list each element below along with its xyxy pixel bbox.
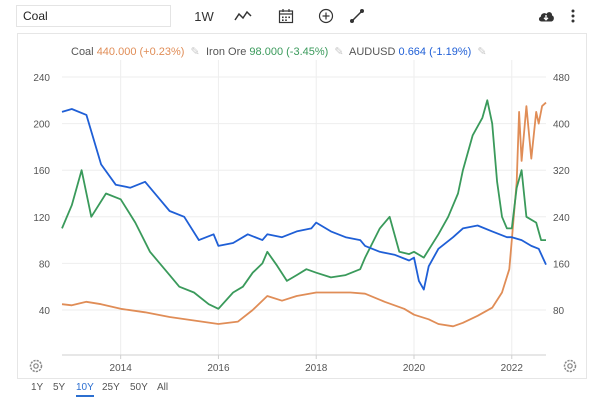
range-button-10y[interactable]: 10Y	[76, 382, 94, 397]
legend-series-name: Coal	[71, 46, 94, 58]
legend-series-value: 98.000 (-3.45%)	[249, 46, 329, 58]
legend-series-value: 0.664 (-1.19%)	[398, 46, 472, 58]
symbol-search-input[interactable]: Coal	[16, 5, 171, 27]
period-selector[interactable]: 1W	[192, 6, 216, 26]
range-button-5y[interactable]: 5Y	[53, 382, 66, 393]
calendar-icon[interactable]	[277, 6, 295, 26]
chart-toolbar: Coal 1W	[0, 0, 609, 32]
legend-series-value: 440.000 (+0.23%)	[96, 46, 185, 58]
legend-series-name: Iron Ore	[206, 46, 247, 58]
period-label: 1W	[194, 8, 214, 24]
add-circle-icon[interactable]	[317, 6, 335, 26]
line-chart-icon[interactable]	[233, 6, 253, 26]
range-button-50y[interactable]: 50Y	[130, 382, 148, 393]
draw-line-icon[interactable]	[348, 6, 366, 26]
chart-frame	[17, 33, 587, 379]
range-button-25y[interactable]: 25Y	[102, 382, 120, 393]
range-button-1y[interactable]: 1Y	[31, 382, 44, 393]
pencil-icon[interactable]: ✎	[334, 46, 344, 58]
pencil-icon[interactable]: ✎	[190, 46, 200, 58]
legend-item-iron-ore[interactable]: Iron Ore 98.000 (-3.45%) ✎	[206, 45, 344, 58]
more-vertical-icon[interactable]	[567, 6, 579, 26]
legend-item-audusd[interactable]: AUDUSD 0.664 (-1.19%) ✎	[349, 45, 487, 58]
legend-item-coal[interactable]: Coal 440.000 (+0.23%) ✎	[71, 45, 200, 58]
range-button-all[interactable]: All	[157, 382, 169, 393]
pencil-icon[interactable]: ✎	[477, 46, 487, 58]
legend-series-name: AUDUSD	[349, 46, 396, 58]
cloud-download-icon[interactable]	[536, 6, 556, 26]
